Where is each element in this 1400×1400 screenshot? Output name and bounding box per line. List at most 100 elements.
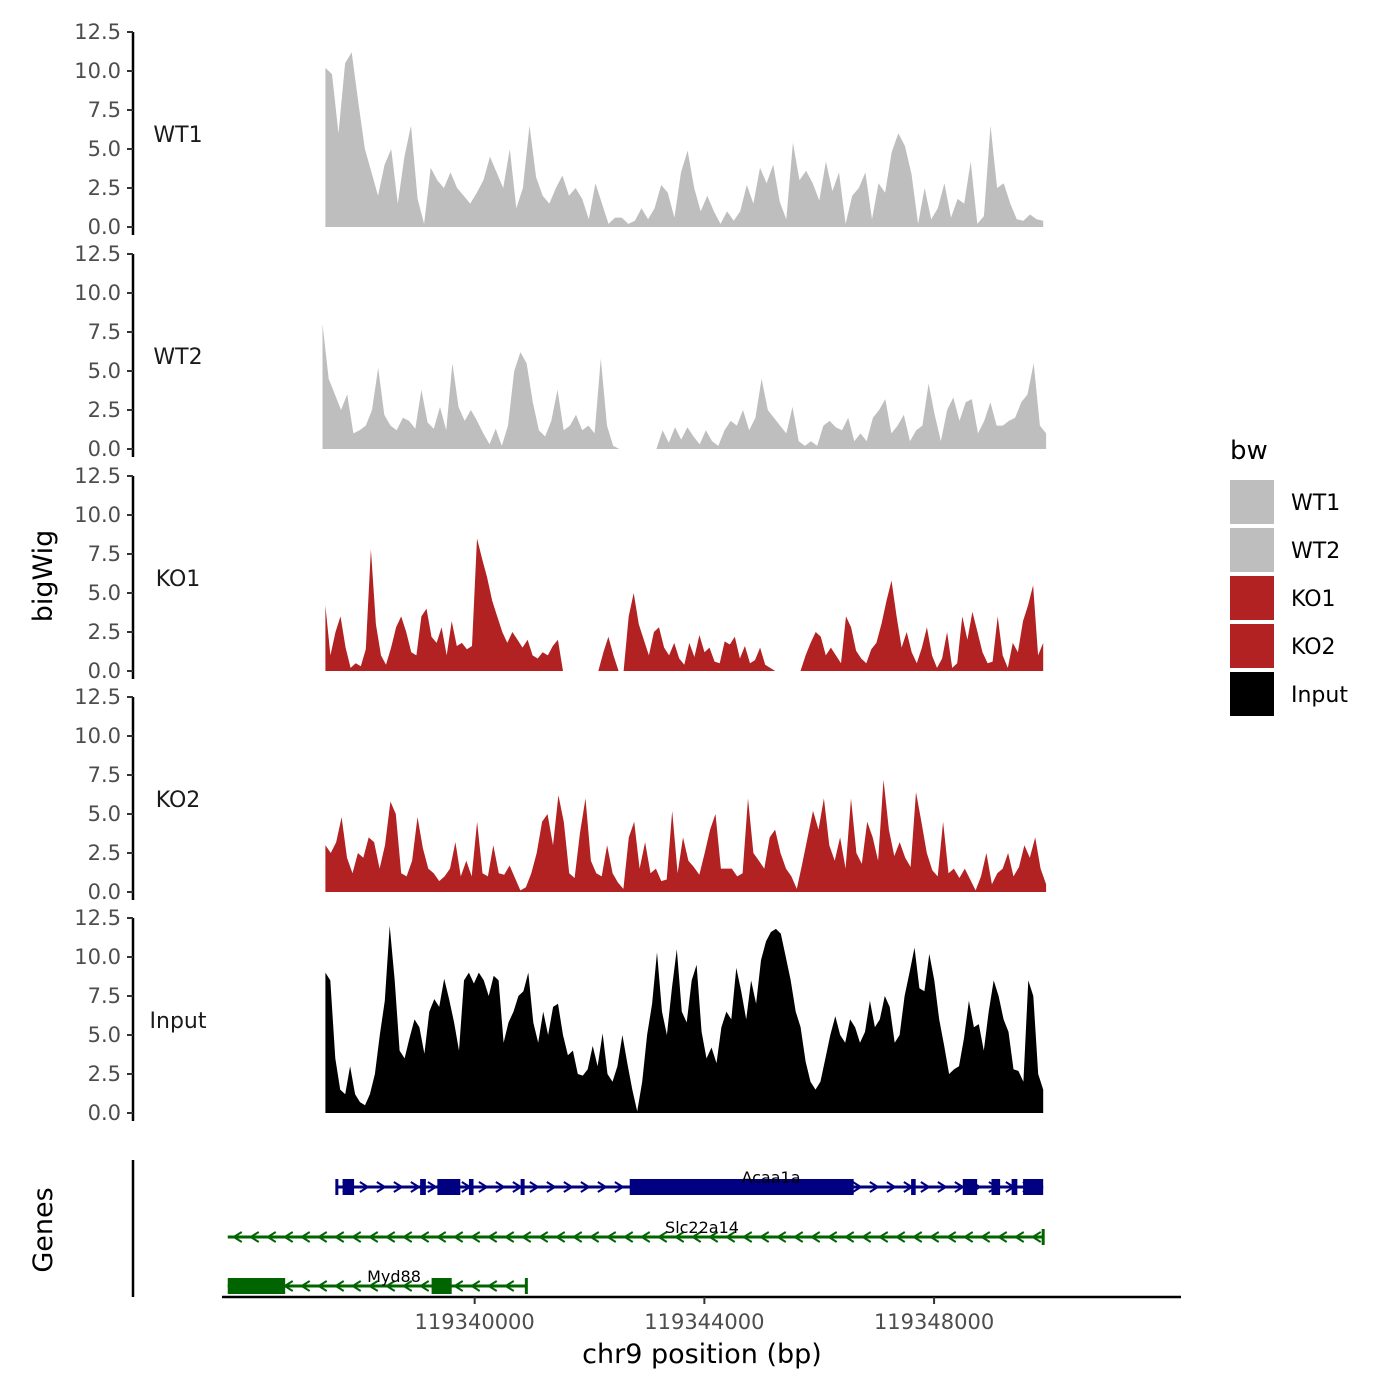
strand-chevron <box>996 1231 1008 1243</box>
strand-chevron <box>580 1181 591 1193</box>
y-tick-label: 0.0 <box>88 1101 121 1125</box>
strand-chevron <box>359 1181 370 1193</box>
exon <box>431 1278 452 1294</box>
strand-chevron <box>945 1231 957 1243</box>
strand-chevron <box>248 1231 260 1243</box>
track-ko1: 0.0 2.5 5.0 7.5 10.0 12.5 KO1 <box>74 464 1044 683</box>
strand-chevron <box>869 1181 880 1193</box>
genes-panel: Acaa1a Slc22a14 Myd88 <box>131 1160 1045 1297</box>
area-ko1 <box>325 538 1044 671</box>
strand-chevron <box>503 1280 515 1292</box>
coverage-tracks: 0.0 2.5 5.0 7.5 10.0 12.5 WT1 0.0 2.5 5.0 7.5 10.0 1… <box>74 20 1047 1125</box>
x-tick-label: 119344000 <box>644 1310 764 1334</box>
strand-chevron <box>724 1231 736 1243</box>
legend: bw WT1 WT2 KO1 KO2 Input <box>1230 436 1348 716</box>
strand-chevron <box>860 1231 872 1243</box>
legend-title: bw <box>1230 436 1268 466</box>
strand-chevron <box>911 1231 923 1243</box>
strand-chevron <box>554 1231 566 1243</box>
strand-chevron <box>231 1231 243 1243</box>
x-tick-label: 119340000 <box>415 1310 535 1334</box>
exon <box>629 1179 854 1195</box>
strand-chevron <box>537 1231 549 1243</box>
strand-chevron <box>469 1280 481 1292</box>
y-tick-label: 0.0 <box>88 880 121 904</box>
y-tick-label: 12.5 <box>74 906 121 930</box>
strand-chevron <box>741 1231 753 1243</box>
gene-myd88: Myd88 <box>227 1267 528 1294</box>
area-input <box>325 925 1044 1113</box>
strand-chevron <box>614 1181 625 1193</box>
strand-chevron <box>265 1231 277 1243</box>
strand-chevron <box>852 1181 863 1193</box>
strand-chevron <box>520 1231 532 1243</box>
exon <box>911 1179 916 1195</box>
strand-chevron <box>937 1181 948 1193</box>
strand-chevron <box>529 1181 540 1193</box>
y-tick-label: 2.5 <box>88 176 121 200</box>
track-label-wt1: WT1 <box>153 123 202 148</box>
strand-chevron <box>792 1231 804 1243</box>
gene-acaa1a: Acaa1a <box>335 1168 1044 1195</box>
genes-axis-title: Genes <box>28 1187 59 1272</box>
exon <box>227 1278 286 1294</box>
strand-chevron <box>299 1231 311 1243</box>
gene-slc22a14: Slc22a14 <box>227 1218 1045 1245</box>
strand-chevron <box>826 1231 838 1243</box>
strand-chevron <box>350 1280 362 1292</box>
y-tick-label: 5.0 <box>88 137 121 161</box>
legend-label-ko2: KO2 <box>1291 635 1336 660</box>
strand-chevron <box>894 1231 906 1243</box>
strand-chevron <box>401 1231 413 1243</box>
strand-chevron <box>316 1231 328 1243</box>
y-tick-label: 2.5 <box>88 398 121 422</box>
strand-chevron <box>962 1231 974 1243</box>
strand-chevron <box>452 1280 464 1292</box>
legend-label-wt2: WT2 <box>1291 539 1340 564</box>
track-wt1: 0.0 2.5 5.0 7.5 10.0 12.5 WT1 <box>74 20 1044 239</box>
y-tick-label: 2.5 <box>88 620 121 644</box>
track-wt2: 0.0 2.5 5.0 7.5 10.0 12.5 WT2 <box>74 242 1047 461</box>
track-label-ko2: KO2 <box>156 788 201 813</box>
y-tick-label: 10.0 <box>74 724 121 748</box>
strand-chevron <box>350 1231 362 1243</box>
exon <box>962 1179 978 1195</box>
exon <box>991 1179 1001 1195</box>
exon <box>420 1179 426 1195</box>
x-axis-title: chr9 position (bp) <box>582 1339 822 1370</box>
y-tick-label: 7.5 <box>88 763 121 787</box>
y-tick-label: 5.0 <box>88 802 121 826</box>
strand-chevron <box>367 1231 379 1243</box>
exon <box>1011 1179 1018 1195</box>
strand-chevron <box>384 1231 396 1243</box>
y-tick-label: 10.0 <box>74 503 121 527</box>
strand-chevron <box>478 1181 489 1193</box>
strand-chevron <box>597 1181 608 1193</box>
track-ko2: 0.0 2.5 5.0 7.5 10.0 12.5 KO2 <box>74 685 1047 904</box>
legend-label-ko1: KO1 <box>1291 587 1336 612</box>
strand-chevron <box>333 1231 345 1243</box>
strand-chevron <box>486 1280 498 1292</box>
area-ko2 <box>325 779 1047 892</box>
strand-chevron <box>979 1231 991 1243</box>
y-tick-label: 10.0 <box>74 945 121 969</box>
strand-chevron <box>809 1231 821 1243</box>
strand-chevron <box>758 1231 770 1243</box>
exon <box>468 1179 474 1195</box>
track-label-ko1: KO1 <box>156 567 201 592</box>
gene-label: Acaa1a <box>741 1168 800 1187</box>
y-tick-label: 0.0 <box>88 659 121 683</box>
strand-chevron <box>418 1231 430 1243</box>
x-axis: 119340000 119344000 119348000 <box>222 1295 1181 1334</box>
area-wt2 <box>322 324 1047 449</box>
strand-chevron <box>605 1231 617 1243</box>
strand-chevron <box>393 1181 404 1193</box>
strand-chevron <box>546 1181 557 1193</box>
y-tick-label: 12.5 <box>74 464 121 488</box>
strand-chevron <box>920 1181 931 1193</box>
exon <box>520 1179 525 1195</box>
strand-chevron <box>410 1181 421 1193</box>
exon <box>437 1179 461 1195</box>
x-tick-label: 119348000 <box>874 1310 994 1334</box>
